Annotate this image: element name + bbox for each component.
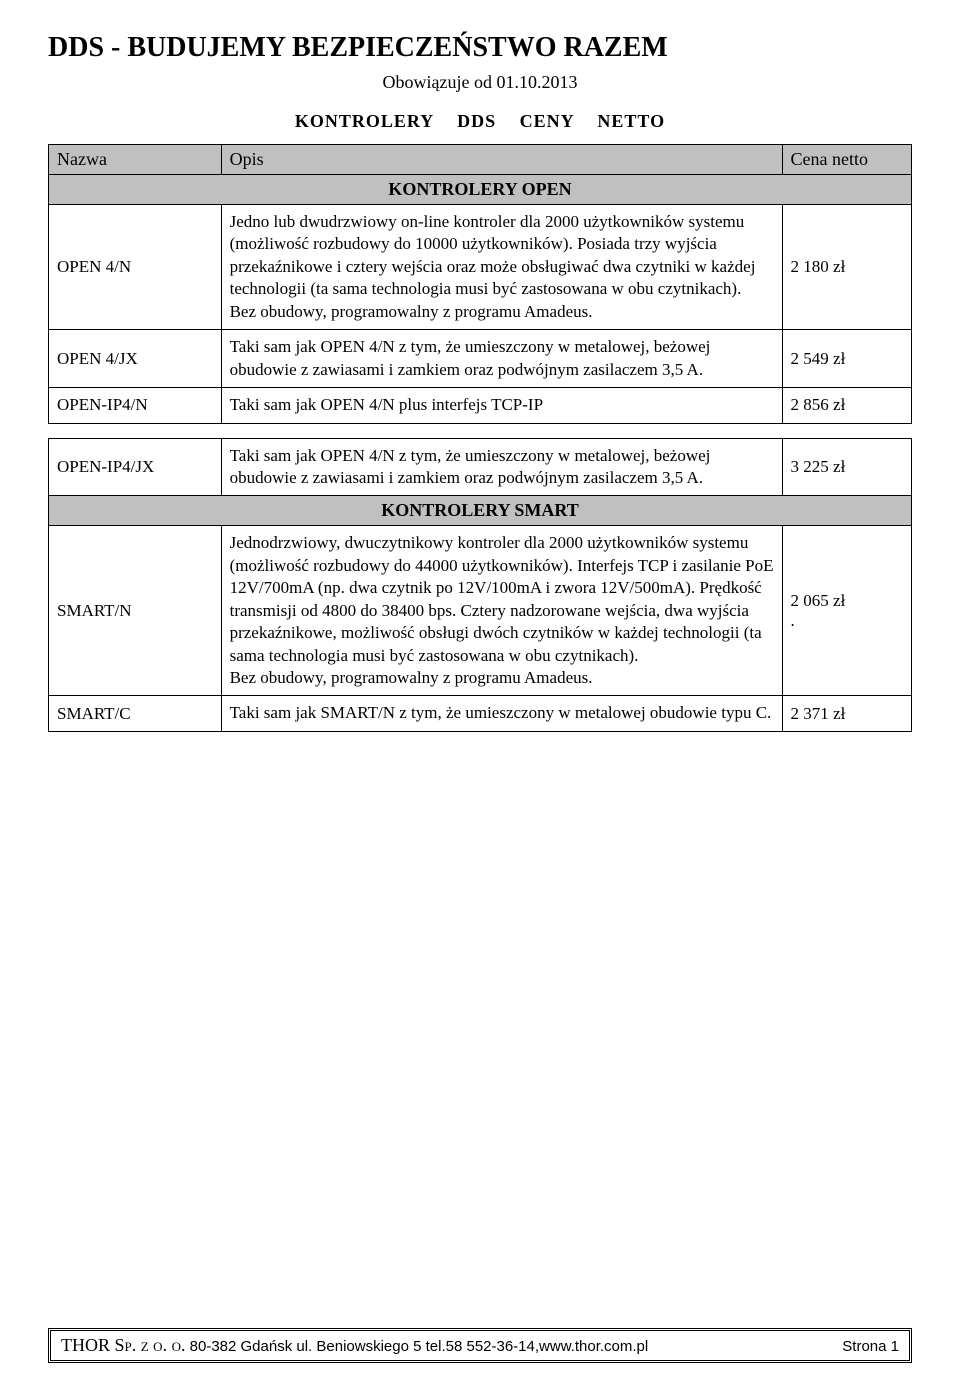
product-price: 2 856 zł: [782, 388, 911, 423]
footer-company-suffix: Sp. z o. o.: [115, 1335, 186, 1355]
product-price: 3 225 zł: [782, 438, 911, 496]
section-title: KONTROLERY DDS CENY NETTO: [48, 111, 912, 132]
product-name: SMART/C: [49, 696, 222, 731]
table-row: OPEN 4/JX Taki sam jak OPEN 4/N z tym, ż…: [49, 330, 912, 388]
subheader-smart-label: KONTROLERY SMART: [49, 496, 912, 526]
footer-address: 80-382 Gdańsk ul. Beniowskiego 5 tel.58 …: [185, 1338, 648, 1355]
product-price: 2 371 zł: [782, 696, 911, 731]
product-desc: Taki sam jak OPEN 4/N z tym, że umieszcz…: [221, 438, 782, 496]
footer-page-number: Strona 1: [842, 1338, 899, 1355]
col-header-desc: Opis: [221, 145, 782, 175]
product-name: OPEN-IP4/N: [49, 388, 222, 423]
footer-company: THOR Sp. z o. o.: [61, 1335, 185, 1355]
product-name: OPEN-IP4/JX: [49, 438, 222, 496]
product-desc: Taki sam jak OPEN 4/N z tym, że umieszcz…: [221, 330, 782, 388]
table-row: OPEN 4/N Jedno lub dwudrzwiowy on-line k…: [49, 205, 912, 330]
product-name: OPEN 4/JX: [49, 330, 222, 388]
product-name: OPEN 4/N: [49, 205, 222, 330]
product-desc: Jednodrzwiowy, dwuczytnikowy kontroler d…: [221, 526, 782, 696]
table-row: SMART/N Jednodrzwiowy, dwuczytnikowy kon…: [49, 526, 912, 696]
product-desc: Taki sam jak OPEN 4/N plus interfejs TCP…: [221, 388, 782, 423]
pricing-table-smart: OPEN-IP4/JX Taki sam jak OPEN 4/N z tym,…: [48, 438, 912, 732]
document-title: DDS - BUDUJEMY BEZPIECZEŃSTWO RAZEM: [48, 32, 912, 64]
subheader-open: KONTROLERY OPEN: [49, 175, 912, 205]
pricing-table-open: Nazwa Opis Cena netto KONTROLERY OPEN OP…: [48, 144, 912, 424]
footer-left: THOR Sp. z o. o. 80-382 Gdańsk ul. Benio…: [61, 1335, 648, 1356]
footer-company-prefix: THOR: [61, 1335, 115, 1355]
col-header-price: Cena netto: [782, 145, 911, 175]
effective-date: Obowiązuje od 01.10.2013: [48, 72, 912, 93]
table-header-row: Nazwa Opis Cena netto: [49, 145, 912, 175]
product-desc: Jedno lub dwudrzwiowy on-line kontroler …: [221, 205, 782, 330]
col-header-name: Nazwa: [49, 145, 222, 175]
product-name: SMART/N: [49, 526, 222, 696]
product-price: 2 065 zł.: [782, 526, 911, 696]
product-price: 2 180 zł: [782, 205, 911, 330]
subheader-open-label: KONTROLERY OPEN: [49, 175, 912, 205]
page-footer: THOR Sp. z o. o. 80-382 Gdańsk ul. Benio…: [48, 1328, 912, 1363]
subheader-smart: KONTROLERY SMART: [49, 496, 912, 526]
table-row: OPEN-IP4/N Taki sam jak OPEN 4/N plus in…: [49, 388, 912, 423]
table-row: SMART/C Taki sam jak SMART/N z tym, że u…: [49, 696, 912, 731]
product-desc: Taki sam jak SMART/N z tym, że umieszczo…: [221, 696, 782, 731]
footer-box: THOR Sp. z o. o. 80-382 Gdańsk ul. Benio…: [48, 1328, 912, 1363]
table-row: OPEN-IP4/JX Taki sam jak OPEN 4/N z tym,…: [49, 438, 912, 496]
product-price: 2 549 zł: [782, 330, 911, 388]
